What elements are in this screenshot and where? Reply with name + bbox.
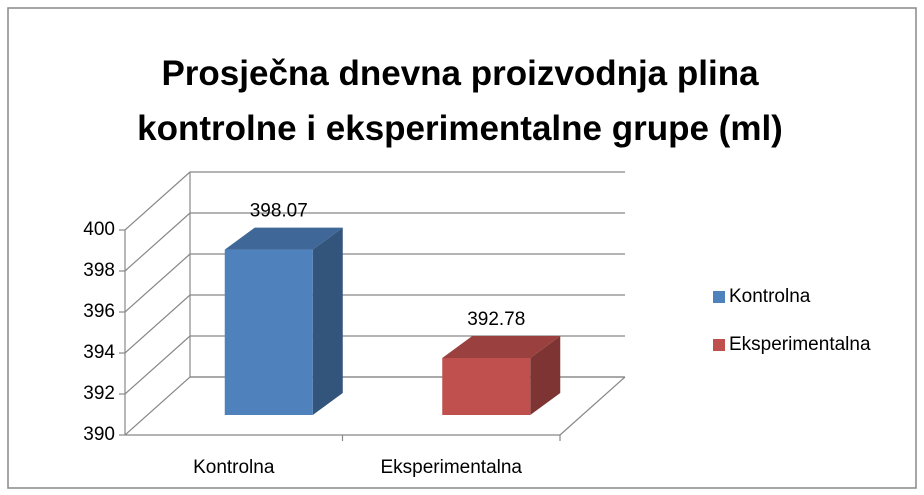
y-tick-label: 394 bbox=[83, 342, 115, 363]
grid-line bbox=[124, 335, 625, 395]
grid-line bbox=[124, 294, 625, 354]
y-tick-label: 396 bbox=[83, 301, 115, 322]
bar bbox=[224, 227, 343, 415]
bar-top bbox=[224, 227, 343, 250]
bar-top bbox=[442, 336, 561, 359]
y-tick-label: 392 bbox=[83, 383, 115, 404]
chart-title: Prosječna dnevna proizvodnja plina kontro… bbox=[137, 54, 783, 148]
legend-swatch bbox=[713, 339, 725, 351]
data-label: 392.78 bbox=[467, 309, 525, 330]
grid-line bbox=[124, 212, 625, 272]
bar bbox=[442, 336, 561, 415]
legend-label: Kontrolna bbox=[729, 286, 811, 307]
y-tick-label: 390 bbox=[83, 424, 115, 445]
y-tick-label: 398 bbox=[83, 260, 115, 281]
y-tick-label: 400 bbox=[83, 219, 115, 240]
grid-line bbox=[124, 171, 625, 231]
grid-line bbox=[124, 253, 625, 313]
bar-side bbox=[312, 227, 343, 415]
x-tick-label: Eksperimentalna bbox=[380, 457, 522, 478]
legend-label: Eksperimentalna bbox=[729, 334, 871, 355]
x-tick-label: Kontrolna bbox=[193, 457, 275, 478]
bar-front bbox=[442, 358, 531, 415]
floor-edge bbox=[559, 376, 626, 436]
bar-front bbox=[224, 249, 313, 415]
data-label: 398.07 bbox=[250, 201, 308, 222]
bar-side bbox=[530, 336, 561, 415]
legend-swatch bbox=[713, 291, 725, 303]
